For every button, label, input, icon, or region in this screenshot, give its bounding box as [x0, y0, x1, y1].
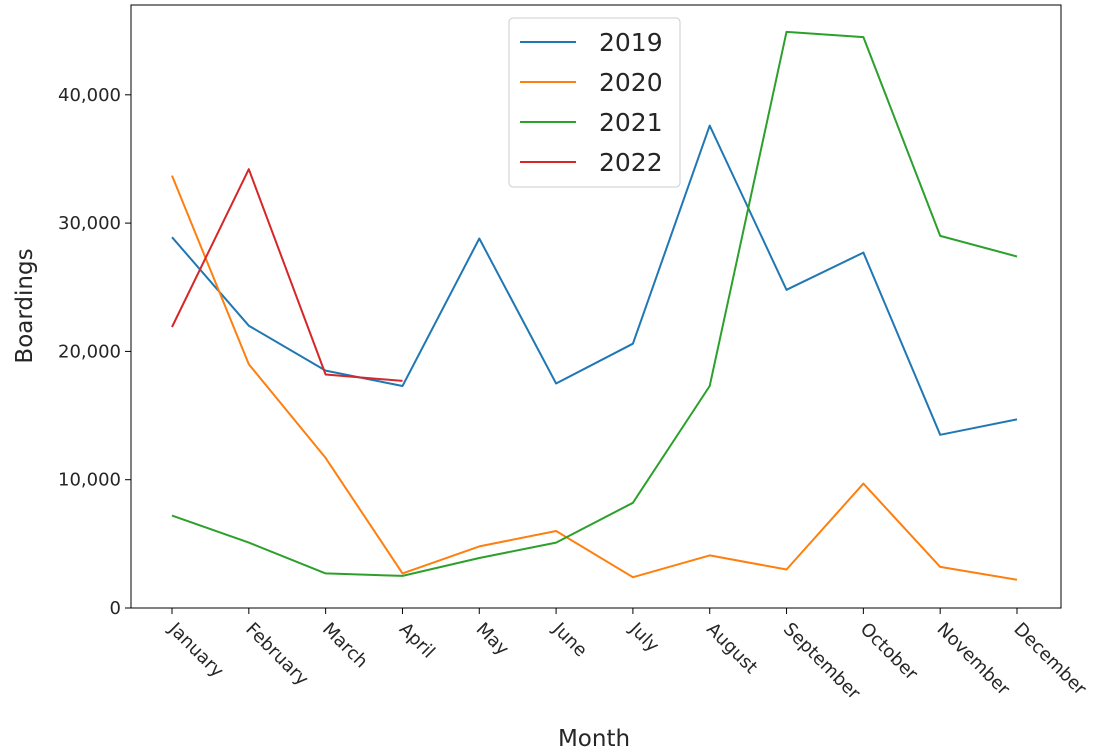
legend-label-2020: 2020 — [599, 68, 663, 97]
legend-frame — [508, 17, 681, 188]
x-tick-label-february: February — [241, 619, 312, 690]
x-tick-label-april: April — [395, 619, 439, 663]
x-tick-label-september: September — [779, 619, 865, 705]
x-axis: January February March April May June July Augu… — [164, 608, 1091, 704]
y-tick-label: 30,000 — [58, 213, 121, 234]
x-tick-label-march: March — [318, 619, 372, 673]
y-tick-label: 40,000 — [58, 85, 121, 106]
series-layer — [171, 30, 1018, 581]
x-tick-label-october: October — [856, 619, 922, 685]
y-axis-label: Boardings — [12, 248, 38, 363]
series-line-2021 — [171, 30, 1018, 577]
x-tick-label-august: August — [702, 619, 761, 678]
x-tick-label-june: June — [548, 618, 591, 661]
series-line-2022 — [171, 168, 403, 382]
series-line-2019 — [171, 124, 1018, 436]
y-axis: 0 10,000 20,000 30,000 40,000 — [58, 85, 131, 619]
legend-label-2021: 2021 — [599, 108, 663, 137]
series-line-2020 — [171, 175, 1018, 581]
legend-label-2019: 2019 — [599, 28, 663, 57]
x-axis-label: Month — [558, 726, 630, 752]
y-tick-label: 0 — [110, 598, 121, 619]
y-tick-label: 20,000 — [58, 341, 121, 362]
legend-label-2022: 2022 — [599, 148, 663, 177]
x-tick-label-may: May — [472, 619, 513, 660]
x-tick-label-december: December — [1009, 619, 1090, 700]
x-tick-label-january: January — [164, 618, 228, 682]
x-tick-label-november: November — [933, 619, 1014, 700]
x-tick-label-july: July — [625, 618, 664, 657]
y-tick-label: 10,000 — [58, 470, 121, 491]
legend: 2019 2020 2021 2022 — [508, 17, 681, 188]
